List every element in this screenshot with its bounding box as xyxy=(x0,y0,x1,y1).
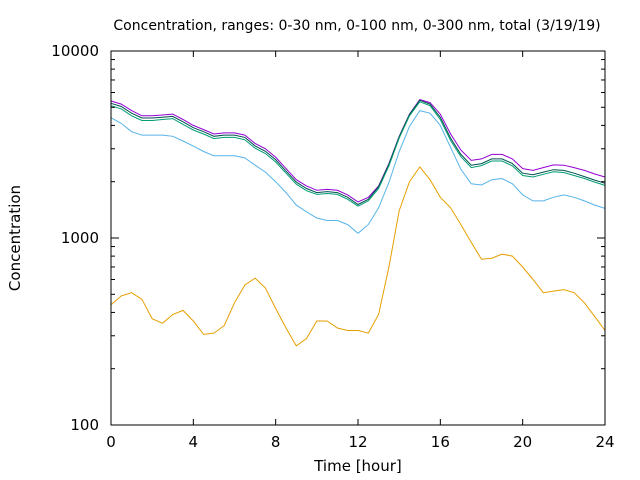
series-line-2 xyxy=(110,99,606,206)
x-axis-label: Time [hour] xyxy=(313,457,402,475)
chart-title: Concentration, ranges: 0-30 nm, 0-100 nm… xyxy=(113,18,600,34)
series-line-5 xyxy=(110,166,606,347)
x-tick-label: 8 xyxy=(271,433,281,451)
x-axis: 0 4 8 12 16 20 24 xyxy=(106,51,615,451)
y-tick-label: 1000 xyxy=(61,229,99,247)
plot-frame xyxy=(110,50,606,426)
x-tick-label: 20 xyxy=(513,433,532,451)
series-line-3 xyxy=(110,101,606,207)
y-tick-label: 100 xyxy=(70,416,99,434)
x-tick-label: 12 xyxy=(348,433,367,451)
y-tick-label: 10000 xyxy=(51,42,99,60)
series-line-1 xyxy=(110,99,606,203)
x-tick-label: 4 xyxy=(189,433,199,451)
plot-area xyxy=(110,99,606,347)
x-tick-label: 16 xyxy=(431,433,450,451)
series-line-4 xyxy=(110,110,606,234)
y-axis-label: Concentration xyxy=(6,185,24,291)
x-tick-label: 0 xyxy=(106,433,116,451)
y-axis: 100 1000 10000 xyxy=(51,42,605,434)
x-tick-label: 24 xyxy=(595,433,614,451)
